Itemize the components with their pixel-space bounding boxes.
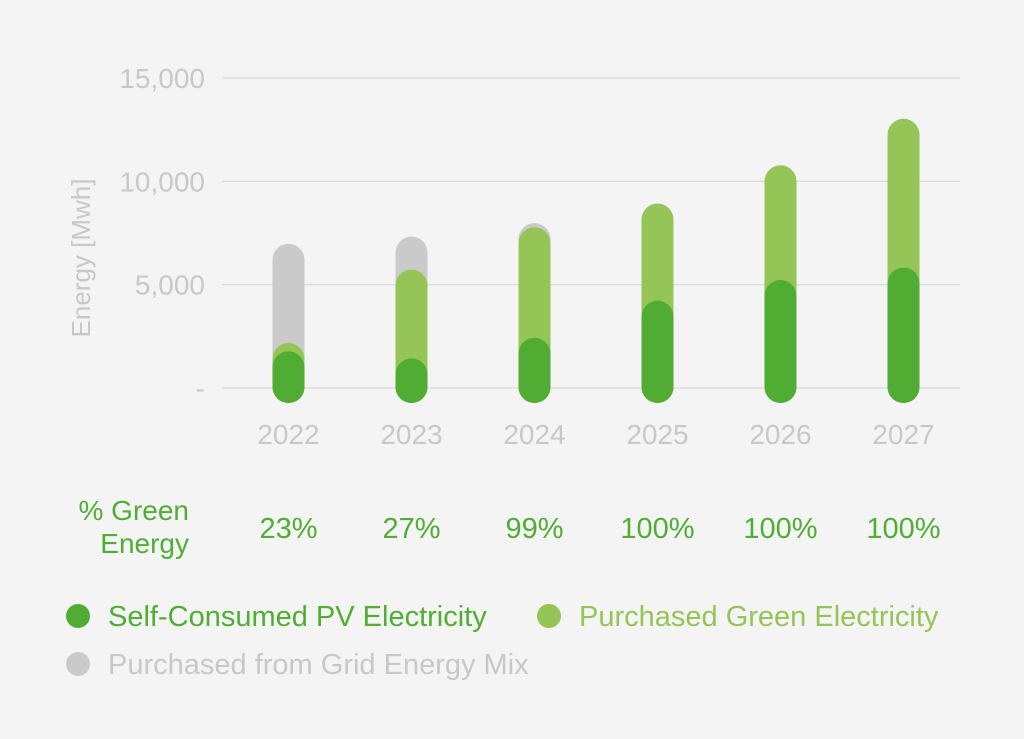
legend-label: Self-Consumed PV Electricity (108, 601, 487, 633)
gridlines (222, 77, 960, 389)
green-share-value: 23% (259, 513, 317, 545)
green-share-value: 100% (866, 513, 940, 545)
green-share-values: 23% 27% 99% 100% 100% 100% (259, 513, 940, 545)
y-tick-label: 10,000 (119, 166, 205, 197)
legend-marker (66, 652, 90, 676)
green-share-title-line2: Energy (100, 528, 189, 559)
bar-stack-2026 (764, 165, 797, 403)
green-share-value: 100% (620, 513, 694, 545)
bar-segment-self-pv (764, 280, 797, 403)
bar-stacks (272, 118, 920, 404)
bar-segment-self-pv (887, 267, 920, 403)
green-share-title-line1: % Green (79, 495, 190, 526)
green-share-value: 100% (743, 513, 817, 545)
bar-stack-2025 (641, 203, 674, 403)
legend-label: Purchased Green Electricity (579, 601, 939, 633)
green-share-value: 27% (382, 513, 440, 545)
bar-segment-self-pv (395, 358, 428, 403)
x-tick-label: 2024 (503, 419, 565, 450)
green-share-value: 99% (505, 513, 563, 545)
bar-stack-2024 (518, 223, 551, 403)
x-tick-label: 2026 (749, 419, 811, 450)
y-tick-label: 15,000 (119, 63, 205, 94)
bar-segment-self-pv (272, 351, 305, 403)
legend-item-green-purchased: Purchased Green Electricity (537, 601, 939, 633)
bar-stack-2022 (272, 243, 305, 403)
y-axis-ticks: - 5,000 10,000 15,000 (119, 63, 205, 404)
bar-stack-2023 (395, 236, 428, 403)
x-tick-label: 2023 (380, 419, 442, 450)
x-tick-label: 2025 (626, 419, 688, 450)
bar-stack-2027 (887, 118, 920, 404)
bar-segment-self-pv (641, 300, 674, 403)
legend-item-self-pv: Self-Consumed PV Electricity (66, 601, 487, 633)
y-axis-label: Energy [Mwh] (66, 179, 96, 338)
x-tick-label: 2027 (872, 419, 934, 450)
x-axis-ticks: 2022 2023 2024 2025 2026 2027 (257, 419, 934, 450)
bar-segment-self-pv (518, 337, 551, 403)
legend: Self-Consumed PV Electricity Purchased Gr… (66, 601, 939, 681)
legend-label: Purchased from Grid Energy Mix (108, 649, 529, 681)
legend-marker (66, 604, 90, 628)
y-tick-label: - (196, 373, 205, 404)
legend-item-grid-mix: Purchased from Grid Energy Mix (66, 649, 529, 681)
legend-marker (537, 604, 561, 628)
x-tick-label: 2022 (257, 419, 319, 450)
y-tick-label: 5,000 (135, 270, 205, 301)
